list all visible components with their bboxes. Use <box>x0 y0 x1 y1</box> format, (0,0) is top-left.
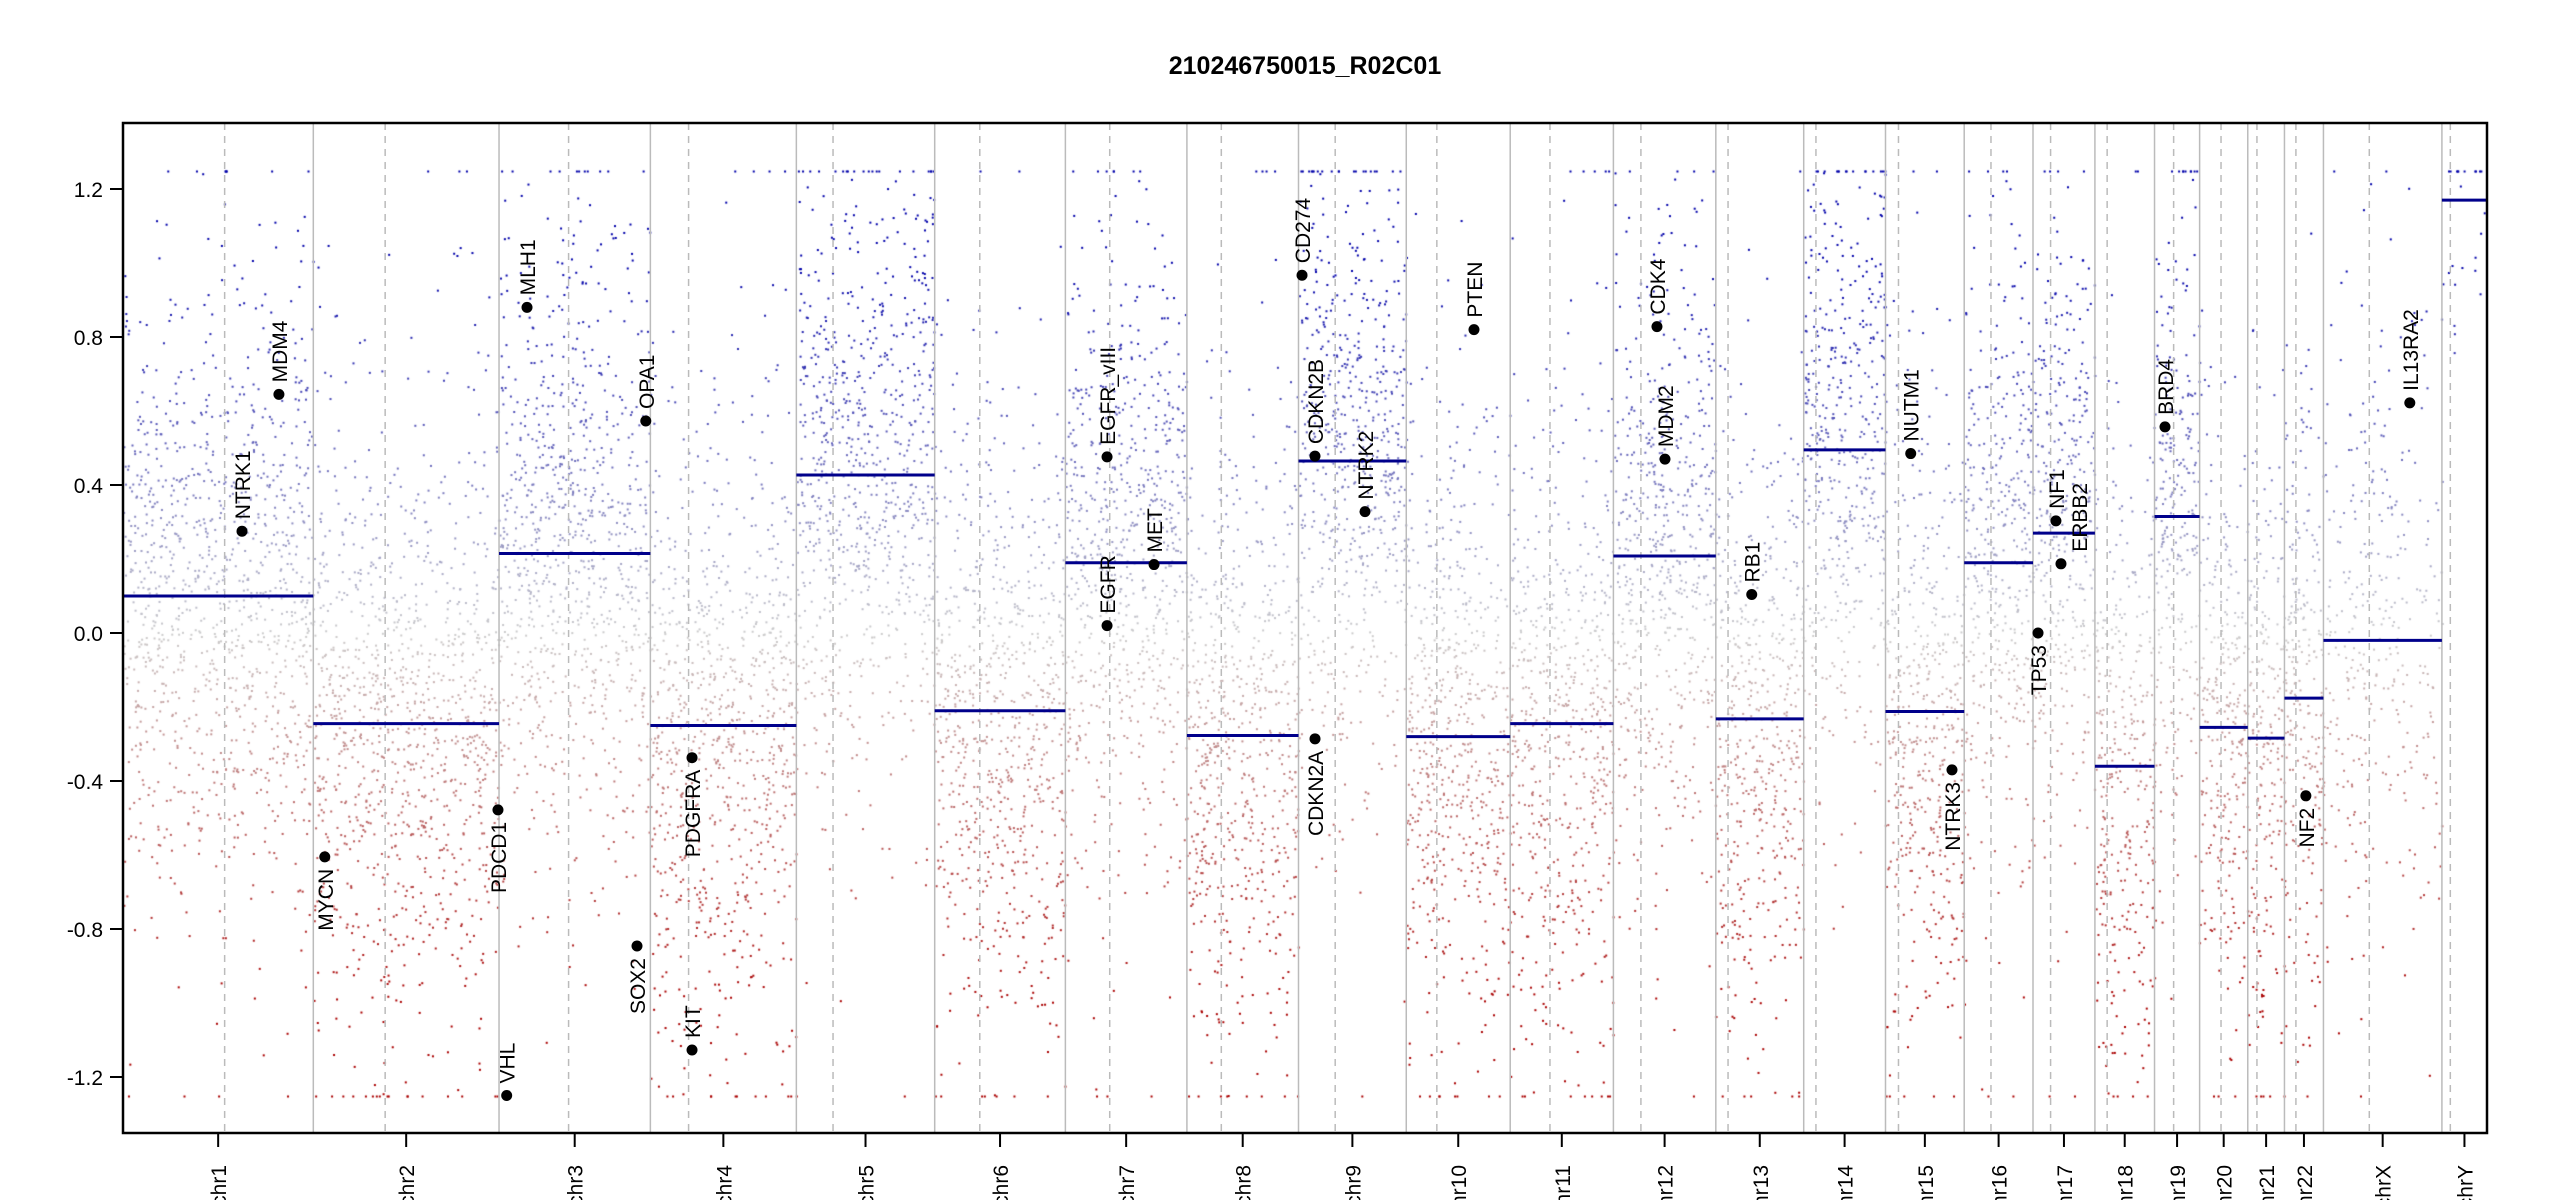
gene-label: CD274 <box>1292 198 1315 264</box>
gene-label: MDM2 <box>1655 385 1678 447</box>
gene-label: MYCN <box>315 869 338 931</box>
y-axis: -1.2 -0.8 -0.4 0.0 0.4 0.8 1.2 <box>67 179 123 1090</box>
gene-point-erbb2 <box>2055 558 2067 570</box>
gene-point-ntrk2 <box>1359 506 1371 518</box>
gene-point-brd4 <box>2159 421 2171 433</box>
x-tick-label: chrX <box>2373 1165 2396 1200</box>
gene-label: EGFR_vIII <box>1097 347 1120 445</box>
gene-label: OPA1 <box>636 355 659 409</box>
y-tick-label: 0.0 <box>74 623 103 646</box>
x-tick-label: chr10 <box>1448 1165 1471 1200</box>
gene-label: TP53 <box>2028 645 2051 695</box>
gene-label: PDGFRA <box>682 770 705 858</box>
gene-point-ntrk3 <box>1946 764 1958 776</box>
gene-label: NUTM1 <box>1901 369 1924 441</box>
gene-label: BRD4 <box>2155 359 2178 415</box>
y-tick-label: 0.8 <box>74 327 103 350</box>
gene-label: CDKN2A <box>1305 751 1328 836</box>
x-tick-label: chr13 <box>1750 1165 1773 1200</box>
gene-label: PDCD1 <box>488 822 511 893</box>
gene-label: NF2 <box>2296 808 2319 848</box>
gene-point-vhl <box>501 1090 513 1101</box>
gene-point-cdk4 <box>1651 321 1663 333</box>
gene-point-egfr_viii <box>1101 451 1113 463</box>
x-tick-label: chr11 <box>1552 1165 1575 1200</box>
y-tick-label: -0.8 <box>67 919 103 942</box>
y-tick-label: 1.2 <box>74 179 103 202</box>
gene-point-mdm4 <box>273 388 285 400</box>
gene-label: NTRK2 <box>1355 431 1378 500</box>
gene-label: VHL <box>497 1043 520 1084</box>
gene-label: PTEN <box>1464 262 1487 318</box>
gene-label: CDK4 <box>1647 258 1670 314</box>
gene-point-nf1 <box>2050 515 2062 527</box>
x-tick-label: chr12 <box>1655 1165 1678 1200</box>
gene-point-nf2 <box>2300 790 2312 802</box>
gene-point-cdkn2a <box>1309 733 1321 745</box>
x-tick-label: chr15 <box>1915 1165 1938 1200</box>
gene-label: RB1 <box>1742 542 1765 583</box>
x-tick-label: chr17 <box>2054 1165 2077 1200</box>
gene-point-pdcd1 <box>492 804 504 816</box>
x-tick-label: chr4 <box>713 1165 736 1200</box>
gene-point-met <box>1148 559 1160 571</box>
y-tick-label: -0.4 <box>67 771 104 794</box>
x-axis: chr1 chr2 chr3 chr4 chr5 chr6 chr7 chr8 chr9 chr1… <box>208 1133 2477 1200</box>
gene-label: SOX2 <box>627 958 650 1014</box>
gene-label: MDM4 <box>269 320 292 382</box>
x-tick-label: chr5 <box>856 1165 879 1200</box>
y-tick-label: 0.4 <box>74 475 104 498</box>
y-tick-label: -1.2 <box>67 1067 103 1090</box>
x-tick-label: chr20 <box>2214 1165 2237 1200</box>
gene-point-mdm2 <box>1659 453 1671 465</box>
gene-label: IL13RA2 <box>2400 309 2423 391</box>
x-tick-label: chr9 <box>1342 1165 1365 1200</box>
x-tick-label: chr14 <box>1835 1165 1858 1200</box>
gene-point-cdkn2b <box>1309 450 1321 462</box>
gene-point-pdgfra <box>686 752 698 764</box>
x-tick-label: chr1 <box>208 1165 231 1200</box>
gene-point-mlh1 <box>521 301 533 313</box>
gene-point-sox2 <box>631 940 643 952</box>
x-tick-label: chr8 <box>1233 1165 1256 1200</box>
gene-point-cd274 <box>1296 269 1308 281</box>
x-tick-label: chr21 <box>2256 1165 2279 1200</box>
x-tick-label: chr2 <box>396 1165 419 1200</box>
gene-label: CDKN2B <box>1305 359 1328 444</box>
gene-point-ntrk1 <box>236 525 248 537</box>
gene-markers: NTRK1 MDM4 MYCN PDCD1 VHL MLH1 OPA1 SOX2 PDGFRA K… <box>232 198 2423 1101</box>
x-tick-label: chr3 <box>565 1165 588 1200</box>
x-tick-label: chr18 <box>2115 1165 2138 1200</box>
gene-label: ERBB2 <box>2069 483 2092 552</box>
x-tick-label: chr7 <box>1116 1165 1139 1200</box>
gene-label: NF1 <box>2046 469 2069 509</box>
x-tick-label: chr6 <box>990 1165 1013 1200</box>
x-tick-label: chrY <box>2454 1165 2477 1200</box>
gene-label: EGFR <box>1097 555 1120 613</box>
gene-label: KIT <box>682 1005 705 1038</box>
gene-point-il13ra2 <box>2404 397 2416 409</box>
plot-frame <box>121 121 2489 1135</box>
x-tick-label: chr19 <box>2167 1165 2190 1200</box>
gene-point-egfr <box>1101 620 1113 632</box>
gene-point-pten <box>1468 324 1480 336</box>
chromosome-boundaries <box>223 123 2452 1133</box>
x-tick-label: chr16 <box>1989 1165 2012 1200</box>
gene-point-kit <box>686 1044 698 1056</box>
gene-point-nutm1 <box>1905 448 1917 460</box>
chart-title: 210246750015_R02C01 <box>1169 52 1442 80</box>
gene-label: MLH1 <box>517 239 540 295</box>
gene-label: NTRK3 <box>1942 782 1965 851</box>
segments <box>123 198 2487 768</box>
gene-point-rb1 <box>1746 589 1758 601</box>
gene-label: MET <box>1144 508 1167 553</box>
x-tick-label: chr22 <box>2294 1165 2317 1200</box>
gene-point-opa1 <box>640 415 652 427</box>
gene-label: NTRK1 <box>232 450 255 519</box>
gene-point-mycn <box>319 851 331 863</box>
gene-point-tp53 <box>2032 627 2044 639</box>
